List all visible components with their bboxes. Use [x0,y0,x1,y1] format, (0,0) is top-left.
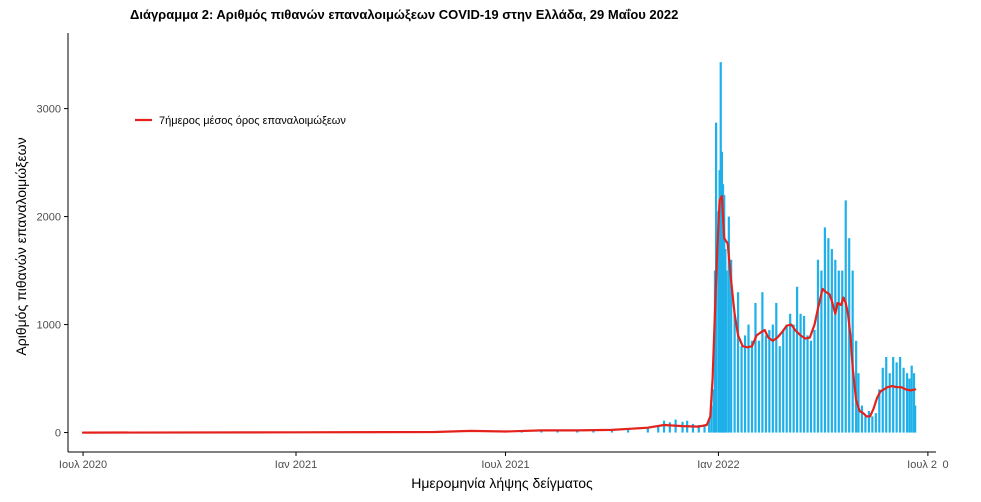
bar [703,424,706,433]
bar [834,259,837,433]
bar [725,270,728,433]
bar [844,200,847,433]
x-tick-label: Ιουλ 2021 [481,459,529,471]
bar [743,335,747,433]
bar [668,422,671,433]
chart-title: Διάγραμμα 2: Αριθμός πιθανών επαναλοιμώξ… [130,7,679,22]
bar [902,367,905,433]
bar [657,425,660,433]
bar [721,184,725,433]
bar [713,270,717,433]
bar [914,405,917,433]
bar [775,302,778,433]
bar [761,292,764,433]
bar [885,356,888,433]
bar [792,324,795,433]
bar [912,373,916,433]
bar [764,335,767,433]
bar [771,324,774,433]
x-tick-label: Ιουλ 2020 [59,459,107,471]
bar [733,313,736,433]
bar [691,423,695,433]
bar [697,425,700,433]
bar [881,367,884,433]
bar [708,419,711,433]
bar [855,340,858,433]
bar [736,292,740,433]
bar [867,410,870,433]
bar [778,346,781,433]
bar [730,259,733,433]
bar [841,270,844,433]
axes [67,33,936,453]
y-tick-label: 2000 [37,212,61,224]
bar [799,313,802,433]
x-axis-ticks: Ιουλ 2020 Ιαν 2021 Ιουλ 2021 Ιαν 2022 Ιουλ 2… [59,452,949,471]
bar [823,227,826,433]
bar [908,378,911,433]
legend-label: 7ήμερος μέσος όρος επαναλοιμώξεων [159,115,346,127]
bar [851,270,854,433]
bar [895,362,898,433]
bar [718,170,721,433]
bar [888,373,891,433]
bar [662,420,666,433]
bar [892,356,895,433]
bar [874,413,877,433]
bars [520,62,917,433]
x-tick-label: Ιαν 2021 [275,459,317,471]
bar [782,329,785,433]
bar [646,427,649,433]
bar [809,340,813,433]
bar [878,389,881,433]
bar [806,335,809,433]
legend: 7ήμερος μέσος όρος επαναλοιμώξεων [128,108,358,132]
bar [627,429,630,433]
bar [802,315,806,433]
bar [750,340,754,433]
y-axis-ticks: 0 1000 2000 3000 [37,104,68,440]
bar [820,270,823,433]
y-axis-title: Αριθμός πιθανών επαναλοιμώξεων [13,137,29,355]
bar [857,373,860,433]
x-axis-title: Ημερομηνία λήψης δείγματος [411,475,593,491]
series-line-7day-average [81,195,917,434]
y-tick-label: 3000 [37,104,61,116]
bar [910,365,913,433]
bar [723,194,726,433]
bar [816,259,820,433]
x-tick-label: Ιαν 2022 [697,459,739,471]
bar [796,286,799,433]
bar [727,216,730,433]
bar [848,238,851,433]
bar [768,329,771,433]
bar [871,416,874,433]
bar [740,346,743,433]
bar [860,405,864,433]
bar [747,324,750,433]
x-tick-label: Ιουλ 2 0 [907,459,948,471]
bar [827,238,830,433]
bar [724,248,727,433]
y-tick-label: 0 [55,428,61,440]
bar [899,356,902,433]
bar [905,373,909,433]
bar [830,248,833,433]
bar [712,389,715,433]
bar [710,405,713,433]
bar [717,211,720,433]
bar [789,313,792,433]
bar [785,324,788,433]
bar [813,329,816,433]
bar [864,416,867,433]
bar [720,151,723,433]
y-tick-label: 1000 [37,320,61,332]
bar [754,302,757,433]
bar [837,270,840,433]
legend-background [128,108,358,132]
bar [757,340,761,433]
bar [719,62,722,433]
